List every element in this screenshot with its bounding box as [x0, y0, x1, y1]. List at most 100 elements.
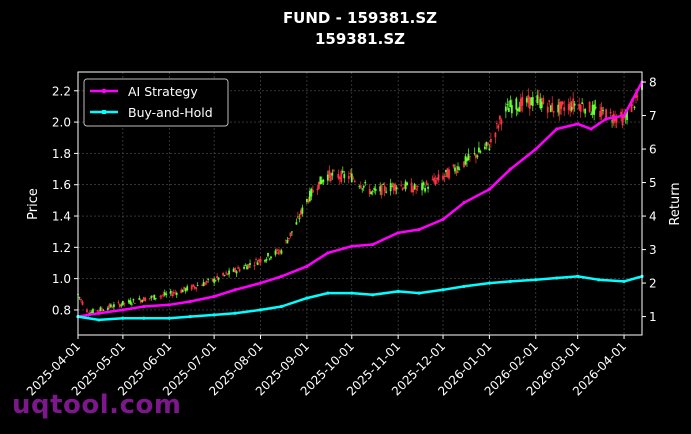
series-point-buy-and-hold-1: [97, 318, 101, 322]
candle-body-72: [226, 273, 229, 275]
candle-body-156: [403, 187, 406, 189]
series-point-ai-strategy-9: [279, 274, 284, 278]
candle-body-137: [362, 185, 365, 188]
series-point-ai-strategy-3: [142, 304, 146, 309]
x-axis: 2025-04-012025-05-012025-06-012025-07-01…: [24, 335, 629, 398]
candle-body-254: [609, 111, 612, 114]
candle-body-43: [165, 293, 168, 295]
candle-body-155: [401, 187, 404, 190]
candle-body-52: [184, 288, 187, 292]
candle-body-149: [389, 183, 392, 192]
y2-tick-label-0: 1: [649, 310, 657, 324]
candle-body-181: [455, 170, 458, 174]
candle-body-74: [232, 268, 235, 272]
candle-body-187: [467, 153, 470, 161]
candle-body-208: [510, 105, 513, 114]
series-point-ai-strategy-23: [589, 127, 593, 131]
candle-body-234: [567, 104, 570, 110]
candle-body-82: [247, 264, 250, 269]
candle-body-197: [488, 148, 491, 151]
candle-body-59: [201, 284, 204, 286]
candle-body-13: [102, 310, 105, 311]
candle-body-167: [425, 181, 428, 185]
candle-body-122: [331, 172, 334, 176]
candle-body-120: [328, 170, 331, 178]
candle-body-111: [308, 190, 311, 202]
candle-body-100: [286, 240, 289, 244]
candle-body-24: [127, 300, 130, 303]
candle-body-236: [570, 106, 573, 111]
candle-body-211: [518, 106, 521, 112]
series-point-buy-and-hold-22: [576, 274, 580, 278]
candle-body-140: [370, 191, 373, 195]
candle-body-245: [590, 113, 593, 115]
candle-body-92: [268, 258, 271, 260]
candle-body-186: [466, 158, 468, 162]
candle-body-33: [144, 297, 147, 302]
candle-body-57: [195, 287, 198, 290]
candle-body-31: [141, 300, 144, 302]
candle-body-239: [578, 103, 581, 110]
candle-body-143: [374, 188, 377, 191]
candle-body-180: [454, 167, 456, 172]
legend-box: [83, 78, 229, 127]
candle-body-12: [101, 308, 103, 310]
candle-body-205: [506, 103, 509, 105]
candle-body-76: [235, 271, 238, 274]
series-point-ai-strategy-16: [441, 217, 445, 222]
candle-body-116: [319, 176, 322, 185]
candle-body-53: [186, 286, 189, 291]
candle-body-158: [406, 182, 409, 186]
candle-body-189: [473, 152, 476, 154]
series-point-ai-strategy-13: [371, 242, 375, 247]
candle-body-244: [588, 101, 591, 112]
series-point-buy-and-hold-10: [305, 296, 309, 300]
candle-body-224: [546, 106, 549, 113]
series-point-ai-strategy-19: [508, 167, 512, 171]
candle-body-217: [530, 97, 533, 106]
y-tick-label-0: 0.8: [52, 303, 71, 317]
y2-tick-label-2: 3: [649, 243, 657, 257]
candle-body-27: [132, 299, 135, 301]
series-point-ai-strategy-1: [97, 311, 101, 315]
candle-body-97: [279, 250, 281, 252]
candle-body-127: [341, 170, 344, 173]
candle-body-66: [214, 280, 217, 282]
candle-body-218: [531, 97, 534, 106]
candle-body-182: [457, 166, 459, 170]
y-tick-label-6: 2.0: [52, 116, 71, 130]
candle-body-220: [537, 96, 540, 99]
series-point-buy-and-hold-16: [441, 288, 445, 292]
candle-body-86: [256, 262, 259, 265]
candle-body-28: [133, 302, 136, 304]
candle-body-91: [267, 253, 269, 257]
candle-body-134: [358, 186, 361, 187]
series-point-buy-and-hold-5: [188, 314, 192, 319]
candle-body-77: [237, 267, 239, 269]
candle-body-10: [98, 310, 100, 312]
candle-body-221: [539, 98, 542, 109]
candle-body-132: [352, 178, 355, 180]
series-point-buy-and-hold-12: [350, 291, 354, 295]
candle-body-19: [117, 302, 120, 304]
series-point-ai-strategy-11: [326, 251, 330, 255]
candle-body-125: [338, 177, 341, 179]
series-point-ai-strategy-7: [233, 288, 237, 292]
candle-body-136: [361, 188, 364, 190]
candle-body-88: [259, 259, 262, 263]
candle-body-20: [118, 304, 121, 308]
candle-body-192: [478, 147, 480, 153]
candle-body-169: [431, 179, 434, 181]
candle-body-36: [151, 296, 154, 297]
candle-body-259: [620, 111, 622, 117]
candle-body-141: [371, 190, 374, 192]
y2-tick-label-5: 6: [649, 143, 657, 157]
candle-body-268: [636, 95, 639, 97]
candle-body-23: [123, 302, 126, 304]
candle-body-251: [602, 110, 605, 111]
y-axis: 0.8 1.0 1.2 1.4 1.6 1.8 2.0 2.2: [52, 84, 78, 317]
y-tick-label-7: 2.2: [52, 84, 71, 98]
candle-body-113: [311, 189, 314, 193]
candle-body-246: [591, 104, 594, 115]
